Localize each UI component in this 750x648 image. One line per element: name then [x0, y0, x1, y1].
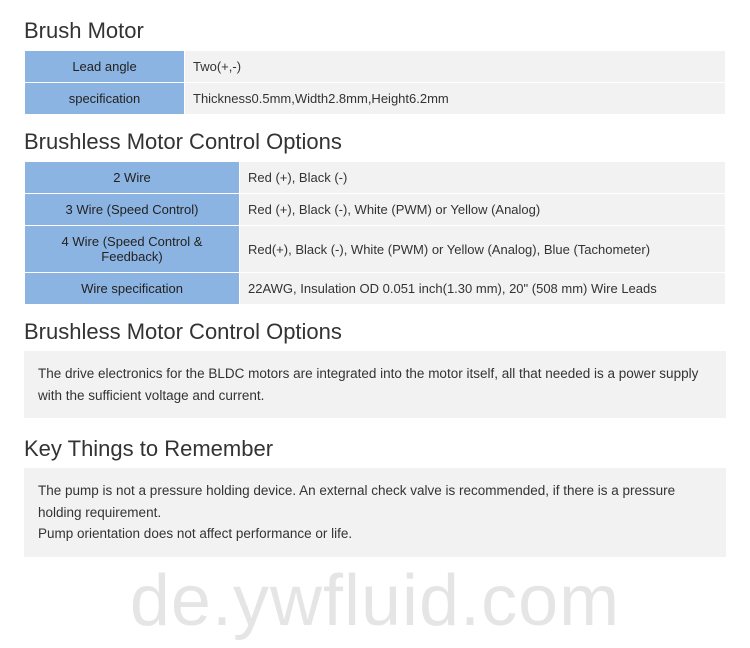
body-line: The pump is not a pressure holding devic… — [38, 480, 712, 523]
row-label: 4 Wire (Speed Control & Feedback) — [25, 226, 240, 273]
row-label: 3 Wire (Speed Control) — [25, 194, 240, 226]
row-label: 2 Wire — [25, 162, 240, 194]
table-row: specification Thickness0.5mm,Width2.8mm,… — [25, 83, 726, 115]
watermark-text: de.ywfluid.com — [0, 560, 750, 642]
section3-body: The drive electronics for the BLDC motor… — [24, 351, 726, 418]
table-row: 4 Wire (Speed Control & Feedback) Red(+)… — [25, 226, 726, 273]
brushless-options-table: 2 Wire Red (+), Black (-) 3 Wire (Speed … — [24, 161, 726, 305]
table-row: Wire specification 22AWG, Insulation OD … — [25, 273, 726, 305]
row-value: Thickness0.5mm,Width2.8mm,Height6.2mm — [185, 83, 726, 115]
page-content: Brush Motor Lead angle Two(+,-) specific… — [0, 0, 750, 557]
row-label: Lead angle — [25, 51, 185, 83]
table-row: 2 Wire Red (+), Black (-) — [25, 162, 726, 194]
row-value: Red(+), Black (-), White (PWM) or Yellow… — [240, 226, 726, 273]
row-value: 22AWG, Insulation OD 0.051 inch(1.30 mm)… — [240, 273, 726, 305]
row-value: Red (+), Black (-) — [240, 162, 726, 194]
section2-title: Brushless Motor Control Options — [24, 129, 726, 155]
row-label: Wire specification — [25, 273, 240, 305]
body-line: Pump orientation does not affect perform… — [38, 523, 712, 545]
table-row: 3 Wire (Speed Control) Red (+), Black (-… — [25, 194, 726, 226]
brush-motor-table: Lead angle Two(+,-) specification Thickn… — [24, 50, 726, 115]
section3-title: Brushless Motor Control Options — [24, 319, 726, 345]
section4-title: Key Things to Remember — [24, 436, 726, 462]
row-value: Two(+,-) — [185, 51, 726, 83]
table-row: Lead angle Two(+,-) — [25, 51, 726, 83]
section4-body: The pump is not a pressure holding devic… — [24, 468, 726, 557]
row-label: specification — [25, 83, 185, 115]
section1-title: Brush Motor — [24, 18, 726, 44]
row-value: Red (+), Black (-), White (PWM) or Yello… — [240, 194, 726, 226]
